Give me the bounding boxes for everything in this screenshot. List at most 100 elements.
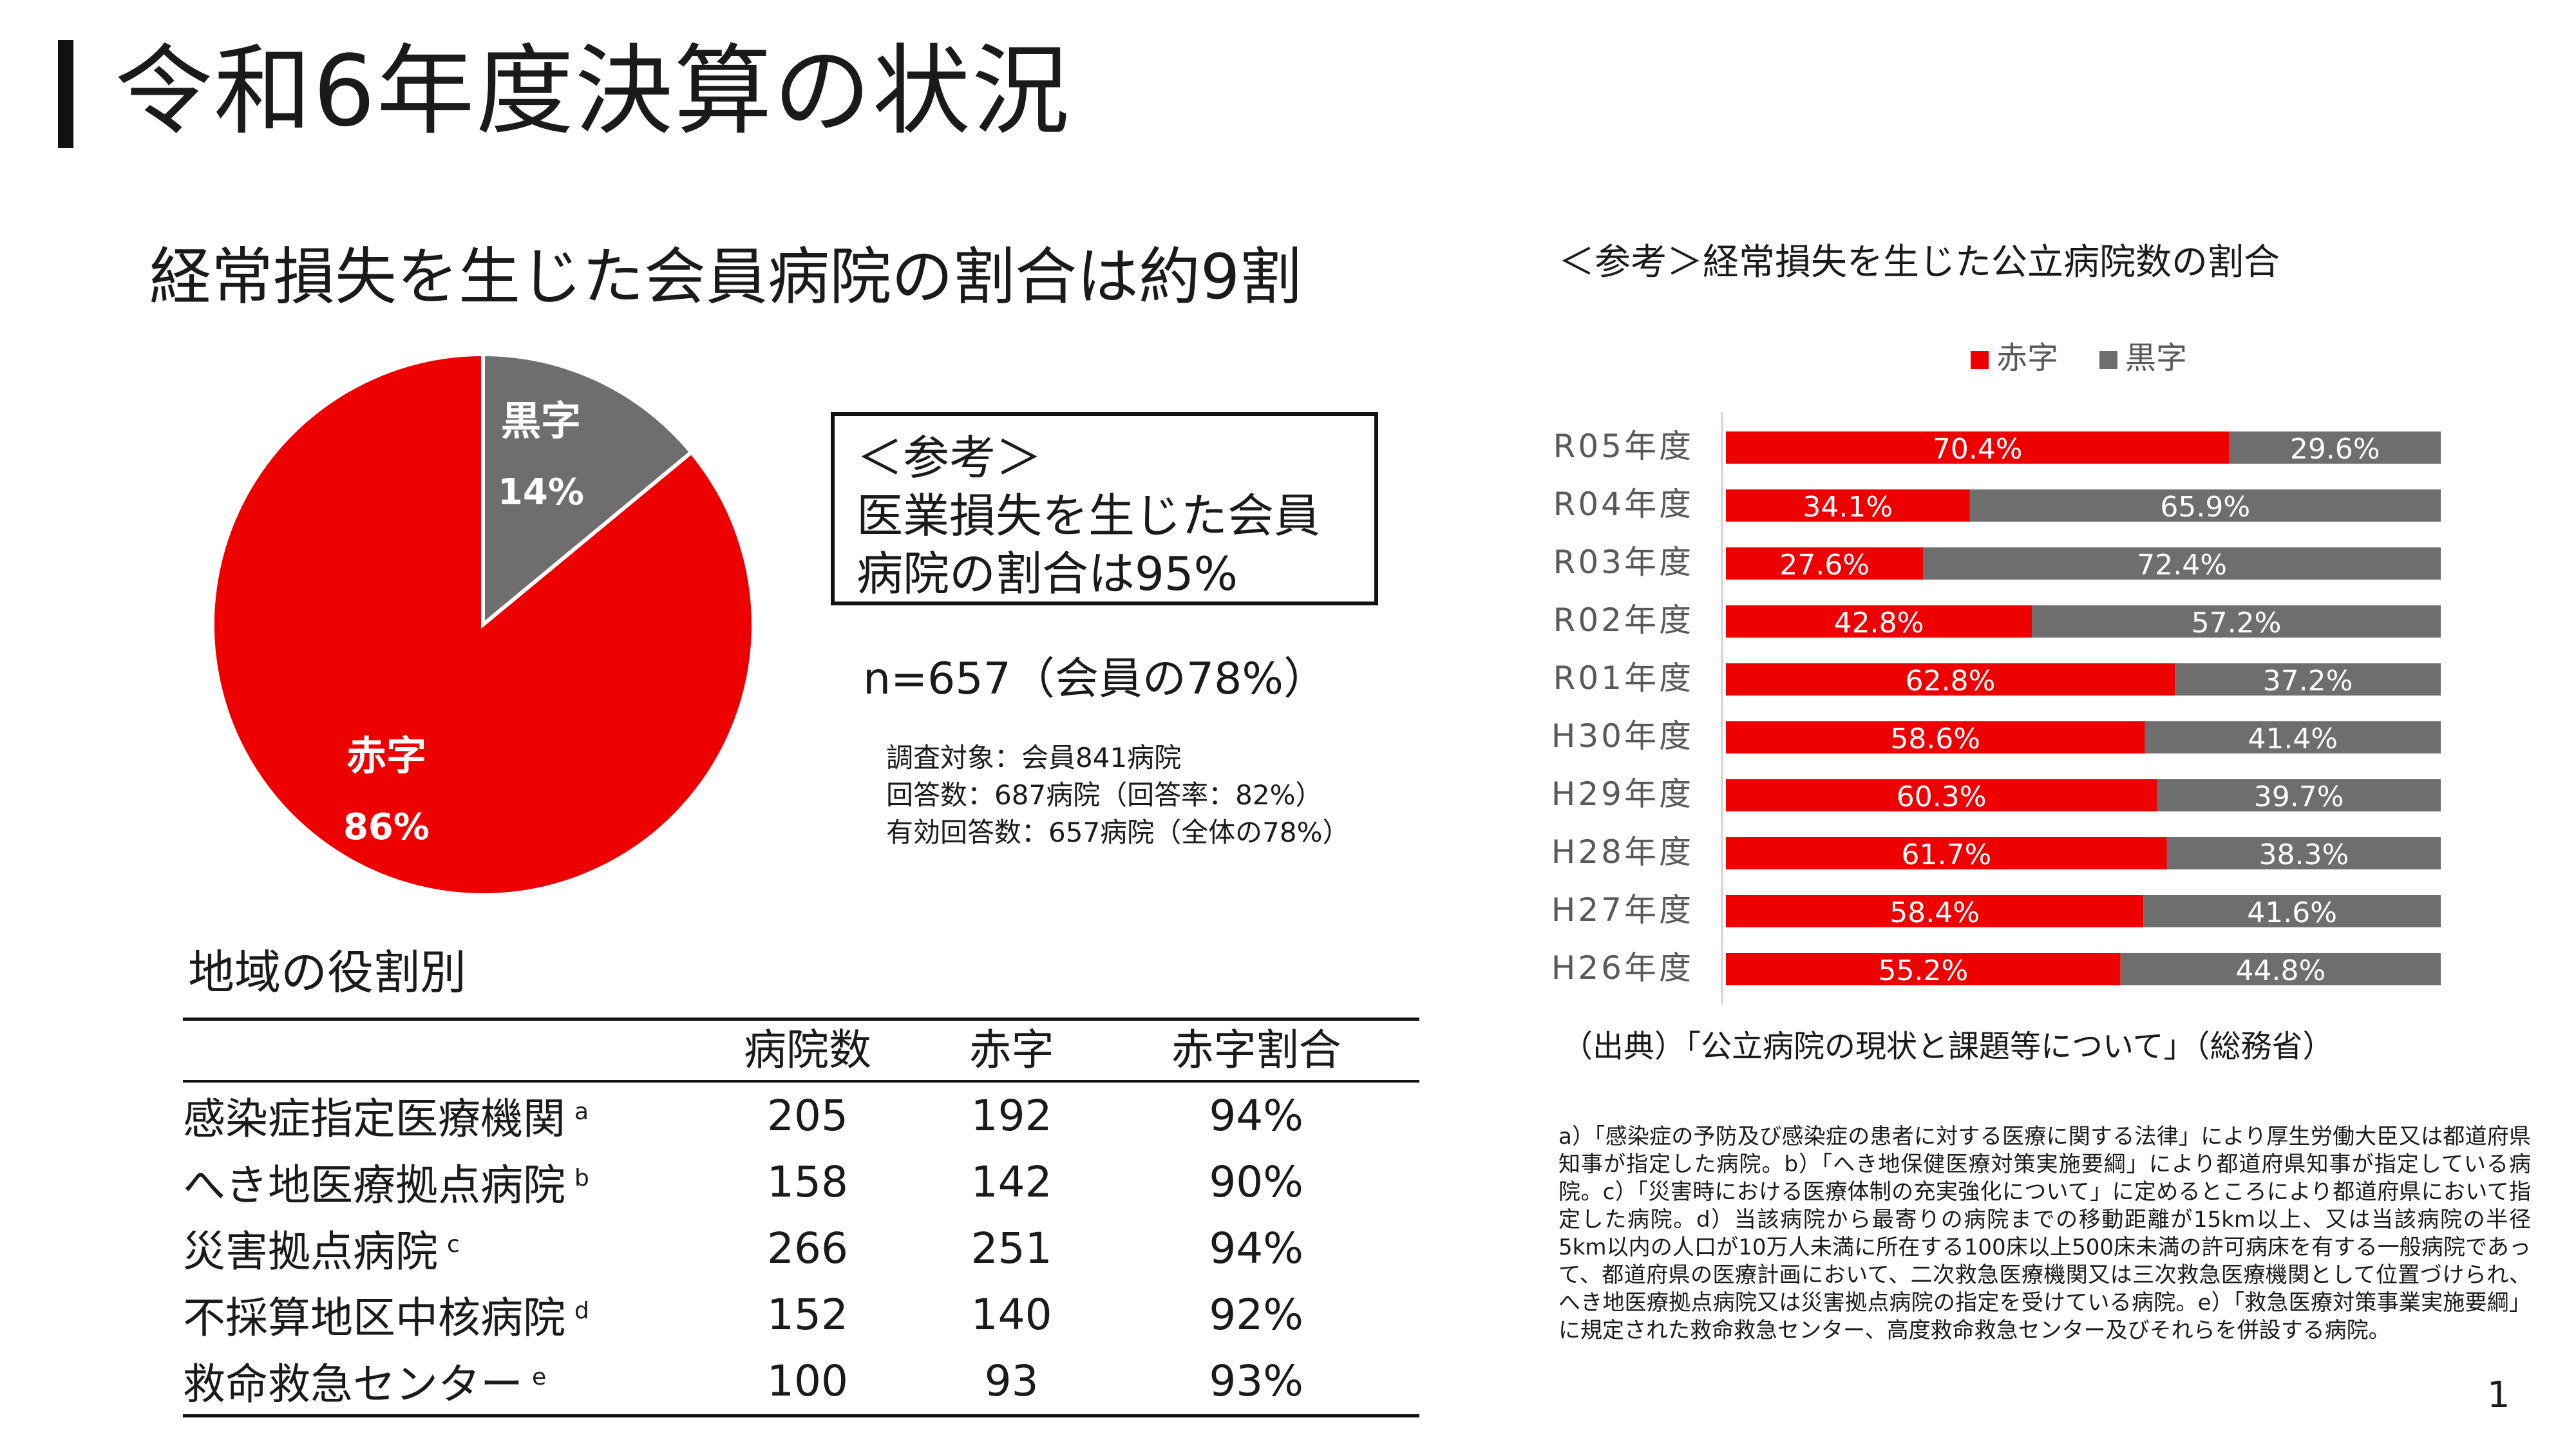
bar-value-label: 38.3% [2259,838,2349,871]
bar-value-label: 72.4% [2137,549,2227,582]
bar-segment [2175,663,2441,696]
pie-slice-label: 赤字 [346,732,426,779]
public-hospital-bar-chart: 赤字 黒字 R05年度 70.4% 29.6% R04年度 34.1% 65.9% R03年度 2… [1551,340,2441,1005]
header-cell-name [183,1019,685,1082]
bar-segment [1726,779,2157,811]
survey-responses: 回答数：687病院（回答率：82%） [886,779,1323,811]
bar-value-label: 37.2% [2263,665,2353,697]
bar-value-label: 41.6% [2247,896,2337,929]
page-number: 1 [2487,1374,2510,1416]
bar-segment [2145,721,2441,753]
bar-segment [2229,431,2441,464]
bar-segment [2032,605,2441,638]
pie-chart-heading: 経常損失を生じた会員病院の割合は約9割 [149,241,1302,313]
category-label: R03年度 [1553,544,1694,581]
footnote-mark: b [574,1165,589,1191]
category-label: R02年度 [1553,601,1694,639]
header-cell-count: 病院数 [744,1025,871,1075]
bar-value-label: 41.4% [2248,723,2338,755]
bar-value-label: 42.8% [1834,607,1924,639]
category-label: H28年度 [1551,833,1694,871]
row-deficit: 93 [984,1356,1039,1406]
header-cell-deficit: 赤字 [969,1025,1054,1075]
row-count: 152 [767,1289,848,1340]
table-row: 災害拠点病院 c 266 251 94% [183,1215,1419,1282]
category-label: R05年度 [1553,428,1694,465]
footnote-text: a）「感染症の予防及び感染症の患者に対する医療に関する法律」により厚生労働大臣又… [1558,1124,2531,1343]
page-title: 令和6年度決算の状況 [115,34,1071,148]
bar-value-label: 55.2% [1878,954,1968,987]
row-deficit: 140 [971,1289,1052,1340]
bar-value-label: 29.6% [2290,433,2380,466]
footnote-mark: d [574,1298,589,1324]
survey-valid-responses: 有効回答数：657病院（全体の78%） [886,817,1350,848]
survey-summary: 調査対象：会員841病院 回答数：687病院（回答率：82%） 有効回答数：65… [886,739,1350,851]
row-deficit: 251 [971,1223,1052,1273]
pie-slice [211,352,755,897]
row-name: 感染症指定医療機関 [183,1094,565,1144]
bar-segment [2166,837,2441,869]
table-row: 不採算地区中核病院 d 152 140 92% [183,1282,1419,1348]
bar-value-label: 60.3% [1897,781,1987,813]
pie-slice-label: 黒字 [501,397,581,444]
category-label: H26年度 [1551,949,1694,987]
bar-segment [1726,431,2230,464]
bar-value-label: 27.6% [1779,549,1870,582]
bar-segment [1726,895,2144,927]
bar-segment [1726,721,2145,753]
bar-segment [2120,953,2441,985]
row-count: 158 [767,1157,848,1207]
bar-segment [1726,663,2175,696]
bar-value-label: 57.2% [2192,607,2282,639]
row-count: 100 [767,1356,848,1406]
row-name: へき地医療拠点病院 [183,1160,565,1210]
row-count: 266 [767,1223,848,1273]
row-name: 救命救急センター [183,1359,523,1409]
table-row: 感染症指定医療機関 a 205 192 94% [183,1081,1419,1149]
header-cell-ratio: 赤字割合 [1171,1025,1341,1075]
source-note: （出典）「公立病院の現状と課題等について」（総務省） [1562,1028,2334,1065]
bar-segment [2143,895,2441,927]
bar-segment [1726,547,1924,580]
bar-segment [2157,779,2441,811]
row-ratio: 90% [1209,1157,1304,1207]
row-ratio: 94% [1209,1223,1304,1273]
chart-legend: 赤字 黒字 [1971,340,2187,376]
reference-chart-heading: ＜参考＞経常損失を生じた公立病院数の割合 [1558,242,2280,283]
row-ratio: 93% [1209,1356,1304,1406]
pie-value-label: 86% [343,806,430,848]
footnote-mark: e [532,1364,547,1390]
title-accent-bar [58,40,73,148]
category-label: H29年度 [1551,775,1694,813]
region-table-heading: 地域の役割別 [188,945,467,999]
pie-value-label: 14% [498,471,584,513]
row-deficit: 192 [971,1090,1052,1141]
sample-size-note: n=657（会員の78%） [863,654,1328,705]
table-row: へき地医療拠点病院 b 158 142 90% [183,1149,1419,1215]
bar-segment [1726,837,2167,869]
row-ratio: 92% [1209,1289,1304,1340]
category-label: R04年度 [1553,486,1694,523]
survey-target: 調査対象：会員841病院 [886,742,1182,773]
reference-box-line: 病院の割合は95% [857,547,1238,601]
bar-segment [1923,547,2441,580]
category-label: H27年度 [1551,891,1694,929]
region-role-table: 病院数 赤字 赤字割合 感染症指定医療機関 a 205 192 94% へき地医療… [183,1018,1419,1417]
footnote-mark: a [574,1099,589,1125]
bar-value-label: 70.4% [1933,433,2023,466]
legend-label: 黒字 [2125,340,2187,376]
legend-label: 赤字 [1996,340,2058,376]
table-row: 救命救急センター e 100 93 93% [183,1348,1419,1416]
bar-value-label: 58.6% [1890,723,1980,755]
row-name: 不採算地区中核病院 [183,1293,565,1343]
bar-value-label: 44.8% [2235,954,2325,987]
bar-segment [1726,489,1970,522]
footnote-mark: c [447,1231,460,1258]
bar-value-label: 62.8% [1906,665,1996,697]
member-hospital-pie-chart: 黒字 14% 赤字 86% [211,352,755,897]
reference-box-line: ＜参考＞ [857,431,1043,485]
bar-segment [1726,953,2121,985]
bar-segment [1726,605,2032,638]
bar-value-label: 58.4% [1889,896,1980,929]
row-ratio: 94% [1209,1090,1304,1141]
